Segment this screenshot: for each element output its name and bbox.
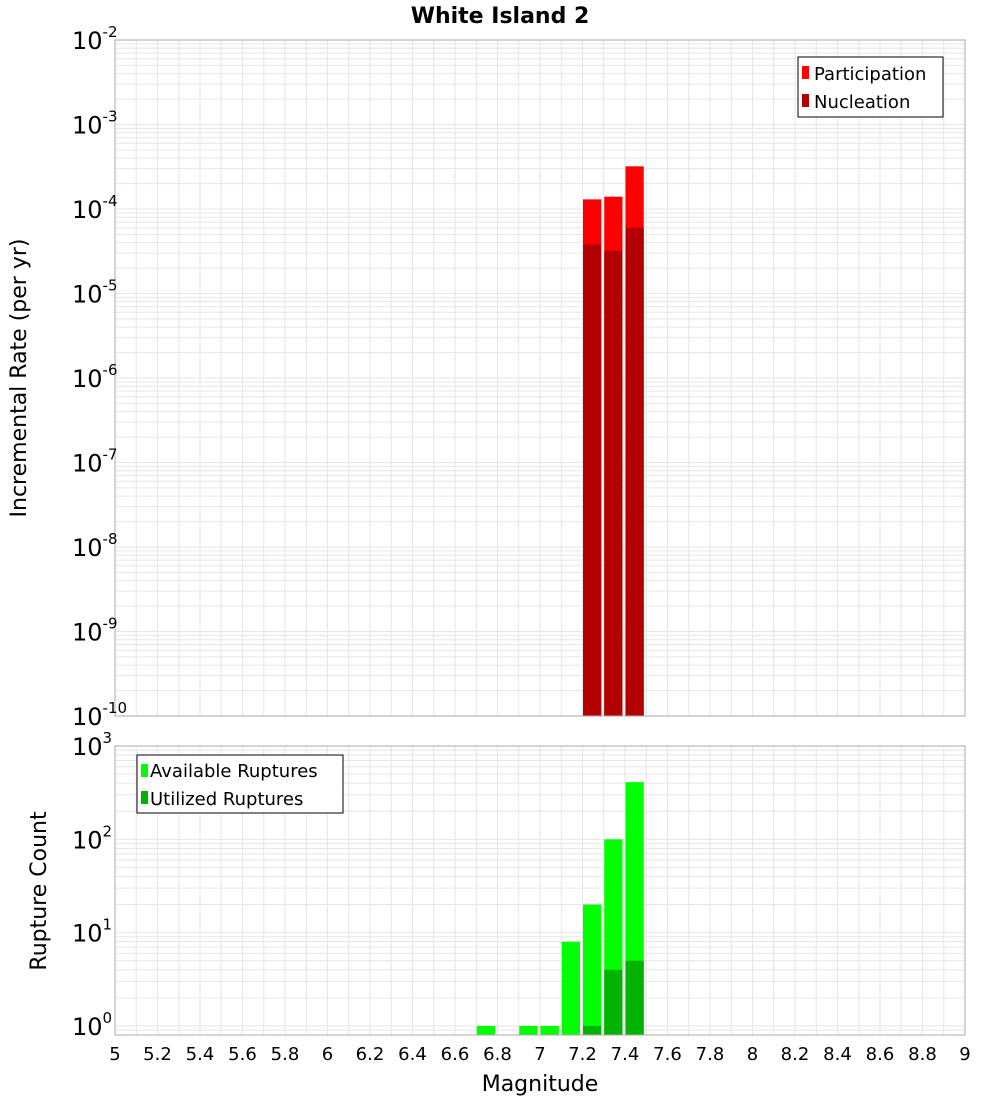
- bottom-bar-utilized-ruptures: [625, 960, 644, 1035]
- y-tick-label: 10-2: [72, 23, 118, 55]
- y-tick-label: 103: [72, 729, 112, 761]
- bottom-panel: 100 101 102 103 5 5.2 5.4 5.6 5.8 6 6.2 6.4 6.6 6.8 7…: [27, 729, 971, 1097]
- top-y-ticks: 10-10 10-9 10-8 10-7 10-6 10-5 10-4 10-3 10-2: [72, 23, 127, 731]
- bottom-legend: Available Ruptures Utilized Ruptures: [136, 754, 344, 814]
- x-tick-label: 8.8: [908, 1044, 937, 1065]
- legend-participation-swatch: [802, 66, 809, 79]
- chart-title: White Island 2: [411, 4, 590, 29]
- top-plot-frame: [114, 39, 966, 717]
- x-tick-label: 5.6: [228, 1044, 257, 1065]
- y-tick-label: 102: [72, 822, 112, 854]
- x-tick-label: 7.6: [653, 1044, 682, 1065]
- legend-utilized-swatch: [141, 791, 148, 804]
- bottom-legend-box: [136, 754, 344, 814]
- y-tick-label: 101: [72, 916, 112, 948]
- x-tick-label: 7.4: [611, 1044, 640, 1065]
- legend-participation-label: Participation: [814, 64, 926, 85]
- x-tick-label: 8.4: [823, 1044, 852, 1065]
- legend-available-label: Available Ruptures: [150, 761, 318, 782]
- x-tick-label: 5.2: [143, 1044, 172, 1065]
- legend-available-swatch: [141, 764, 148, 777]
- y-tick-label: 100: [72, 1009, 112, 1041]
- legend-utilized-label: Utilized Ruptures: [150, 789, 303, 810]
- y-tick-label: 10-10: [72, 699, 127, 731]
- x-ticks: 5 5.2 5.4 5.6 5.8 6 6.2 6.4 6.6 6.8 7 7.2 7.4 7.6 7.8 8…: [109, 1044, 970, 1065]
- bottom-grid: [114, 745, 966, 1036]
- top-bar-nucleation: [583, 244, 602, 716]
- top-panel: 10-10 10-9 10-8 10-7 10-6 10-5 10-4 10-3 10-2 In…: [7, 23, 966, 731]
- top-bars: [583, 166, 644, 717]
- y-tick-label: 10-6: [72, 361, 118, 393]
- bottom-bar-available-ruptures: [561, 941, 580, 1035]
- bottom-bar-available-ruptures: [540, 1025, 559, 1035]
- y-tick-label: 10-4: [72, 192, 118, 224]
- bottom-bar-utilized-ruptures: [583, 1025, 602, 1035]
- legend-nucleation-label: Nucleation: [814, 92, 910, 113]
- top-legend-box: [797, 56, 944, 118]
- x-tick-label: 8.6: [866, 1044, 895, 1065]
- x-tick-label: 6.2: [356, 1044, 385, 1065]
- top-grid: [114, 39, 966, 717]
- x-tick-label: 6.6: [441, 1044, 470, 1065]
- bottom-bar-available-ruptures: [476, 1025, 495, 1035]
- x-axis-label: Magnitude: [482, 1072, 599, 1097]
- x-tick-label: 9: [959, 1044, 970, 1065]
- x-tick-label: 8.2: [781, 1044, 810, 1065]
- bottom-plot-frame: [114, 745, 966, 1036]
- bottom-bar-utilized-ruptures: [604, 969, 623, 1035]
- bottom-y-axis-label: Rupture Count: [27, 811, 52, 971]
- top-legend: Participation Nucleation: [797, 56, 944, 118]
- bottom-y-ticks: 100 101 102 103: [72, 729, 112, 1041]
- top-bar-nucleation: [625, 227, 644, 716]
- bottom-bar-available-ruptures: [519, 1025, 538, 1035]
- y-tick-label: 10-3: [72, 108, 118, 140]
- x-tick-label: 6: [322, 1044, 333, 1065]
- y-tick-label: 10-8: [72, 530, 118, 562]
- x-tick-label: 5.4: [186, 1044, 215, 1065]
- x-tick-label: 8: [747, 1044, 758, 1065]
- top-y-axis-label: Incremental Rate (per yr): [7, 239, 32, 518]
- y-tick-label: 10-5: [72, 277, 118, 309]
- x-tick-label: 7.2: [568, 1044, 597, 1065]
- legend-nucleation-swatch: [802, 94, 809, 107]
- x-tick-label: 5: [109, 1044, 120, 1065]
- bottom-bars: [476, 782, 644, 1035]
- x-tick-label: 6.8: [483, 1044, 512, 1065]
- bottom-bar-available-ruptures: [583, 904, 602, 1035]
- y-tick-label: 10-9: [72, 615, 118, 647]
- top-bar-nucleation: [604, 250, 623, 716]
- x-tick-label: 5.8: [271, 1044, 300, 1065]
- x-tick-label: 7: [534, 1044, 545, 1065]
- x-tick-label: 7.8: [696, 1044, 725, 1065]
- y-tick-label: 10-7: [72, 446, 118, 478]
- x-tick-label: 6.4: [398, 1044, 427, 1065]
